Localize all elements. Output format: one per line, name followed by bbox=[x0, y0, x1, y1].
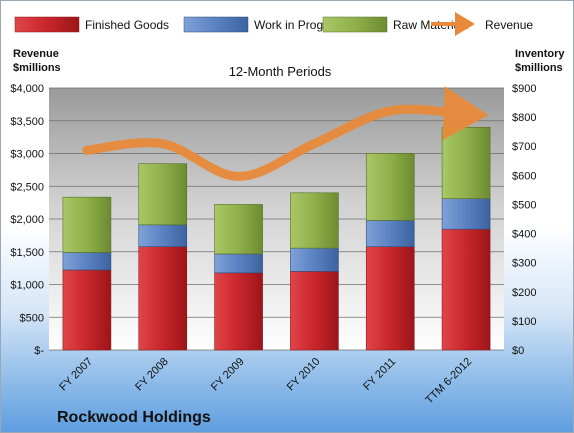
bar-work-in-progress bbox=[441, 198, 491, 230]
bar-finished-goods bbox=[62, 269, 112, 351]
left-tick-label: $- bbox=[34, 345, 44, 357]
left-tick-label: $4,000 bbox=[10, 83, 44, 95]
bar-finished-goods bbox=[365, 246, 415, 351]
right-axis-ticks: $0 $100 $200 $300 $400 $500 $600 $700 $800 $900 bbox=[512, 83, 536, 357]
left-axis-ticks: $- $500 $1,000 $1,500 $2,000 $2,500 $3,000 $3,5… bbox=[10, 83, 44, 357]
legend-swatch-raw-materials bbox=[322, 16, 388, 33]
bar-raw-materials bbox=[441, 127, 491, 199]
right-tick-label: $700 bbox=[512, 141, 536, 153]
bar-finished-goods bbox=[290, 271, 339, 351]
x-axis-ticks: FY 2007 FY 2008 FY 2009 FY 2010 FY 2011 TTM 6… bbox=[57, 356, 474, 407]
right-tick-label: $0 bbox=[512, 345, 524, 357]
left-axis-title-line1: Revenue bbox=[13, 48, 59, 60]
bar-raw-materials bbox=[214, 204, 263, 255]
x-tick-label: FY 2010 bbox=[285, 356, 323, 394]
x-tick-label: FY 2007 bbox=[57, 356, 95, 394]
left-axis-title-line2: $millions bbox=[13, 62, 61, 74]
company-name: Rockwood Holdings bbox=[57, 409, 211, 426]
chart-subtitle: 12-Month Periods bbox=[229, 64, 332, 79]
grid-lines bbox=[49, 87, 504, 351]
left-tick-label: $2,500 bbox=[10, 181, 44, 193]
bar-work-in-progress bbox=[62, 252, 112, 271]
legend-swatch-finished-goods bbox=[14, 16, 80, 33]
x-tick-label: FY 2011 bbox=[361, 356, 398, 393]
bar-work-in-progress bbox=[290, 247, 339, 272]
right-axis-title-line1: Inventory bbox=[515, 48, 565, 60]
legend: Finished Goods Work in Progress Raw Mate… bbox=[14, 12, 533, 36]
right-tick-label: $400 bbox=[512, 229, 536, 241]
x-tick-label: TTM 6-2012 bbox=[423, 356, 474, 407]
legend-swatch-work-in-progress bbox=[183, 16, 249, 33]
bar-raw-materials bbox=[138, 163, 188, 226]
bar-work-in-progress bbox=[365, 220, 415, 247]
left-tick-label: $3,000 bbox=[10, 149, 44, 161]
right-tick-label: $200 bbox=[512, 287, 536, 299]
bar-finished-goods bbox=[441, 228, 491, 351]
right-tick-label: $500 bbox=[512, 199, 536, 211]
bars bbox=[62, 127, 491, 351]
revenue-line-layer bbox=[82, 86, 489, 181]
bar-work-in-progress bbox=[214, 253, 263, 274]
left-tick-label: $2,000 bbox=[10, 214, 44, 226]
right-tick-label: $800 bbox=[512, 112, 536, 124]
legend-label-finished-goods: Finished Goods bbox=[85, 18, 169, 32]
bar-raw-materials bbox=[365, 153, 415, 221]
left-tick-label: $1,000 bbox=[10, 280, 44, 292]
right-tick-label: $900 bbox=[512, 83, 536, 95]
x-tick-label: FY 2008 bbox=[133, 356, 171, 394]
left-tick-label: $1,500 bbox=[10, 247, 44, 259]
bar-raw-materials bbox=[62, 196, 112, 253]
bar-finished-goods bbox=[138, 246, 188, 351]
left-tick-label: $3,500 bbox=[10, 116, 44, 128]
right-tick-label: $300 bbox=[512, 258, 536, 270]
bar-raw-materials bbox=[290, 192, 339, 249]
left-tick-label: $500 bbox=[20, 312, 44, 324]
x-tick-label: FY 2009 bbox=[209, 356, 247, 394]
bar-work-in-progress bbox=[138, 224, 188, 247]
legend-label-revenue: Revenue bbox=[485, 18, 533, 32]
right-tick-label: $600 bbox=[512, 170, 536, 182]
right-tick-label: $100 bbox=[512, 316, 536, 328]
bar-finished-goods bbox=[214, 272, 263, 351]
revenue-line bbox=[82, 86, 489, 181]
right-axis-title-line2: $millions bbox=[515, 62, 563, 74]
